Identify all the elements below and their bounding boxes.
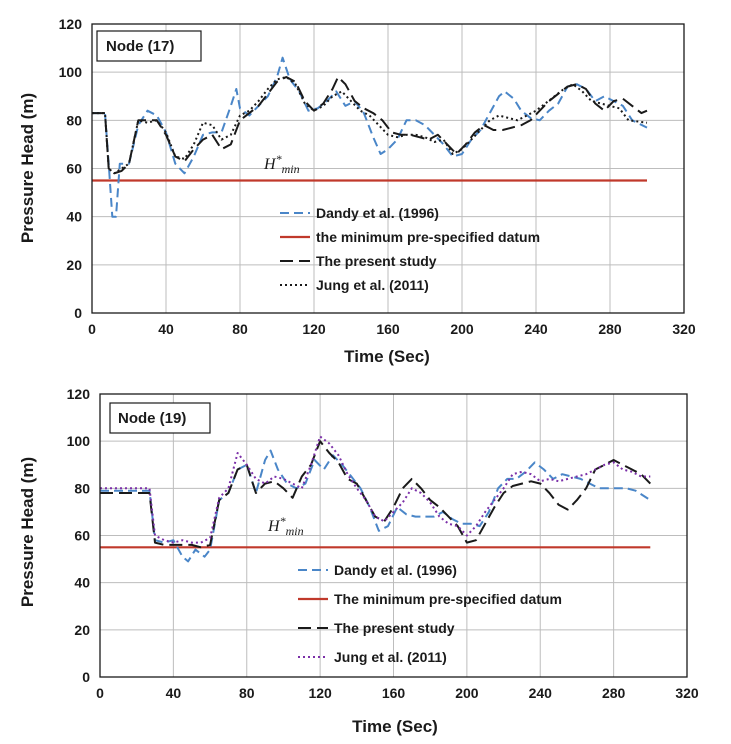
y-tick-label: 100 xyxy=(67,433,91,449)
x-tick-label: 200 xyxy=(455,685,479,701)
legend-label-3: Jung et al. (2011) xyxy=(316,277,429,293)
series-line-0 xyxy=(92,56,648,218)
series-line-0 xyxy=(100,449,651,563)
chart-node-17: 0 40 80 120 160 200 240 280 320 0 20 40 60 80 100 120 T… xyxy=(18,16,696,366)
hmin-sup: * xyxy=(276,152,282,166)
x-tick-label: 320 xyxy=(672,321,696,337)
legend-label-2: The present study xyxy=(334,620,455,636)
y-tick-label: 40 xyxy=(66,209,82,225)
plot-frame xyxy=(99,393,688,678)
legend-label-0: Dandy et al. (1996) xyxy=(316,205,439,221)
x-tick-label: 0 xyxy=(96,685,104,701)
series-line-3 xyxy=(100,435,651,544)
legend: Dandy et al. (1996) The minimum pre-speci… xyxy=(298,562,562,665)
series-line-2 xyxy=(100,440,652,549)
x-tick-label: 160 xyxy=(382,685,406,701)
y-tick-label: 20 xyxy=(66,257,82,273)
y-axis-title: Pressure Head (m) xyxy=(18,457,37,607)
hmin-annotation: H*min xyxy=(263,152,300,176)
y-tick-label: 100 xyxy=(59,64,83,80)
tick-labels: 0 40 80 120 160 200 240 280 320 0 20 40 60 80 100 120 xyxy=(59,16,696,337)
x-tick-label: 160 xyxy=(376,321,400,337)
x-tick-label: 280 xyxy=(602,685,626,701)
hmin-sub: min xyxy=(282,162,300,176)
node-annotation-label: Node (17) xyxy=(106,38,174,55)
x-tick-label: 240 xyxy=(529,685,553,701)
axes xyxy=(91,23,685,314)
plot-frame xyxy=(91,23,685,314)
hmin-annotation: H*min xyxy=(267,514,304,538)
axes xyxy=(99,393,688,678)
x-tick-label: 240 xyxy=(524,321,548,337)
y-tick-label: 120 xyxy=(67,386,91,402)
x-tick-label: 80 xyxy=(232,321,248,337)
x-axis-title: Time (Sec) xyxy=(344,347,430,366)
y-tick-label: 40 xyxy=(74,575,90,591)
chart-node-17-svg: 0 40 80 120 160 200 240 280 320 0 20 40 60 80 100 120 T… xyxy=(18,16,696,366)
node-annotation: Node (17) xyxy=(96,30,202,62)
y-tick-label: 60 xyxy=(66,161,82,177)
y-tick-label: 120 xyxy=(59,16,83,32)
series-lines xyxy=(100,435,652,563)
x-tick-label: 320 xyxy=(675,685,699,701)
y-tick-label: 0 xyxy=(82,669,90,685)
legend-label-0: Dandy et al. (1996) xyxy=(334,562,457,578)
series-lines xyxy=(92,56,648,218)
chart-node-19-svg: 0 40 80 120 160 200 240 280 320 0 20 40 60 80 100 120 T… xyxy=(18,386,699,736)
x-tick-label: 80 xyxy=(239,685,255,701)
y-tick-label: 80 xyxy=(66,112,82,128)
x-tick-label: 280 xyxy=(598,321,622,337)
legend: Dandy et al. (1996) the minimum pre-speci… xyxy=(280,205,540,293)
x-tick-label: 120 xyxy=(308,685,332,701)
legend-label-2: The present study xyxy=(316,253,437,269)
hmin-label: H*min xyxy=(267,514,304,538)
x-tick-label: 40 xyxy=(158,321,174,337)
hmin-sup: * xyxy=(280,514,286,528)
x-axis-title: Time (Sec) xyxy=(352,717,438,736)
y-tick-label: 20 xyxy=(74,622,90,638)
legend-label-3: Jung et al. (2011) xyxy=(334,649,447,665)
y-tick-label: 0 xyxy=(74,305,82,321)
node-annotation: Node (19) xyxy=(109,402,211,434)
y-axis-title: Pressure Head (m) xyxy=(18,93,37,243)
hmin-sub: min xyxy=(286,524,304,538)
chart-node-19: 0 40 80 120 160 200 240 280 320 0 20 40 60 80 100 120 T… xyxy=(0,372,731,744)
node-annotation-label: Node (19) xyxy=(118,410,186,427)
x-tick-label: 40 xyxy=(166,685,182,701)
x-tick-label: 120 xyxy=(302,321,326,337)
legend-label-1: the minimum pre-specified datum xyxy=(316,229,540,245)
y-tick-label: 60 xyxy=(74,528,90,544)
hmin-label: H*min xyxy=(263,152,300,176)
y-tick-label: 80 xyxy=(74,480,90,496)
hmin-base: H xyxy=(267,518,281,535)
x-tick-label: 200 xyxy=(450,321,474,337)
tick-labels: 0 40 80 120 160 200 240 280 320 0 20 40 60 80 100 120 xyxy=(67,386,699,701)
legend-label-1: The minimum pre-specified datum xyxy=(334,591,562,607)
x-tick-label: 0 xyxy=(88,321,96,337)
hmin-base: H xyxy=(263,156,277,173)
